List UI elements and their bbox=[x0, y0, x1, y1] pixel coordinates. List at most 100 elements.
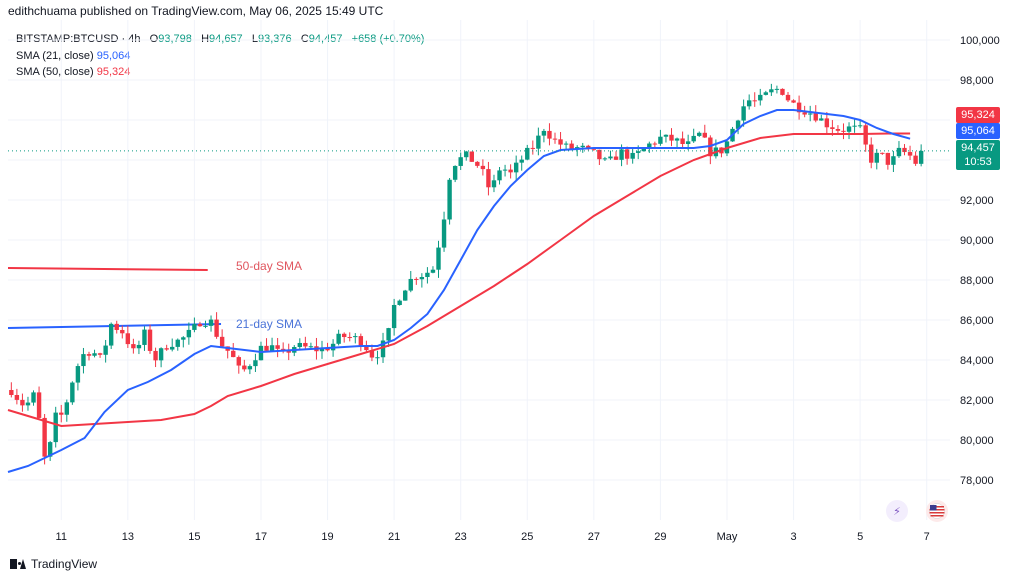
candle-body bbox=[508, 169, 513, 173]
candle-body bbox=[863, 125, 868, 145]
time-tick-label: 21 bbox=[388, 531, 400, 543]
candle-body bbox=[852, 125, 857, 127]
candle-body bbox=[380, 340, 386, 358]
candles bbox=[9, 83, 924, 465]
candle-body bbox=[697, 132, 702, 136]
price-axis: 78,000 80,000 82,000 84,000 86,000 88,000 90,0… bbox=[960, 35, 1000, 487]
legacy-sma-line bbox=[7, 267, 208, 271]
candle-body bbox=[53, 412, 58, 443]
candle-body bbox=[164, 348, 169, 350]
candle-body bbox=[153, 350, 158, 361]
us-flag-icon[interactable] bbox=[926, 500, 948, 522]
candle-body bbox=[264, 345, 269, 351]
time-tick-label: 17 bbox=[255, 531, 267, 543]
candle-body bbox=[824, 118, 830, 128]
candle-body bbox=[658, 136, 663, 144]
candle-body bbox=[918, 150, 924, 164]
candle-body bbox=[796, 102, 802, 113]
candle-body bbox=[874, 152, 879, 163]
candle-body bbox=[319, 348, 325, 352]
candle-body bbox=[586, 145, 591, 148]
close-value: 94,457 bbox=[308, 33, 343, 45]
candle-body bbox=[242, 365, 247, 370]
candle-body bbox=[208, 319, 214, 326]
last-price-value: 94,457 bbox=[961, 142, 995, 154]
candle-body bbox=[647, 143, 652, 149]
candle-body bbox=[336, 333, 341, 344]
candle-body bbox=[702, 132, 707, 138]
candle-body bbox=[125, 333, 131, 345]
candle-body bbox=[231, 350, 236, 358]
candle-body bbox=[741, 106, 746, 121]
sma21-legend-row[interactable]: SMA (21, close) 95,064 bbox=[16, 48, 424, 65]
low-label: L bbox=[251, 33, 258, 45]
time-tick-label: 11 bbox=[56, 531, 67, 543]
candle-body bbox=[36, 392, 42, 418]
candle-body bbox=[502, 169, 508, 171]
candle-body bbox=[608, 156, 613, 159]
candle-body bbox=[597, 149, 602, 160]
candle-body bbox=[20, 399, 25, 406]
candle-body bbox=[441, 219, 447, 248]
candle-body bbox=[469, 151, 474, 162]
candle-body bbox=[624, 149, 630, 159]
price-tick-label: 100,000 bbox=[960, 35, 1000, 47]
price-tick-label: 90,000 bbox=[960, 235, 994, 247]
candle-body bbox=[136, 344, 142, 349]
candle-body bbox=[114, 323, 119, 330]
candle-body bbox=[763, 92, 769, 95]
candle-body bbox=[663, 134, 669, 137]
time-tick-label: 23 bbox=[455, 531, 467, 543]
change-value: +658 (+0.70%) bbox=[351, 33, 425, 45]
candle-body bbox=[81, 354, 86, 367]
candle-body bbox=[47, 442, 53, 457]
candle-body bbox=[619, 149, 624, 160]
candle-body bbox=[802, 112, 807, 115]
candle-body bbox=[375, 357, 380, 359]
candle-body bbox=[669, 134, 674, 141]
candle-body bbox=[158, 348, 164, 361]
candle-body bbox=[519, 159, 524, 163]
low-value: 93,376 bbox=[258, 33, 292, 45]
price-tick-label: 88,000 bbox=[960, 275, 994, 287]
replay-icon[interactable]: ⚡ bbox=[886, 500, 908, 522]
candle-body bbox=[97, 353, 103, 355]
candle-body bbox=[558, 139, 563, 145]
symbol-label[interactable]: BITSTAMP:BTCUSD · 4h bbox=[16, 33, 141, 45]
candle-body bbox=[92, 353, 97, 356]
open-label: O bbox=[149, 33, 159, 45]
candle-body bbox=[486, 169, 491, 188]
candle-body bbox=[830, 127, 835, 130]
price-tick-label: 98,000 bbox=[960, 75, 994, 87]
candle-body bbox=[880, 152, 885, 154]
tradingview-footer[interactable]: TradingView bbox=[10, 557, 97, 571]
candle-body bbox=[297, 342, 303, 348]
candle-body bbox=[70, 382, 75, 403]
candle-body bbox=[758, 94, 763, 101]
candle-body bbox=[131, 344, 136, 349]
sma21-legend-value: 95,064 bbox=[96, 49, 131, 62]
bar-countdown: 10:53 bbox=[964, 156, 992, 168]
time-tick-label: 19 bbox=[321, 531, 333, 543]
candle-body bbox=[203, 325, 208, 327]
candle-body bbox=[253, 360, 258, 367]
candle-body bbox=[430, 269, 436, 273]
candle-body bbox=[746, 100, 752, 107]
sma50-price-tag: 95,324 bbox=[956, 107, 1000, 123]
candle-body bbox=[652, 143, 658, 145]
price-tick-label: 82,000 bbox=[960, 395, 994, 407]
price-tick-label: 78,000 bbox=[960, 475, 994, 487]
candle-body bbox=[613, 156, 619, 160]
candle-body bbox=[275, 345, 280, 349]
candle-body bbox=[580, 145, 585, 148]
candle-body bbox=[807, 113, 813, 115]
candle-body bbox=[147, 329, 153, 351]
sma50-legend-row[interactable]: SMA (50, close) 95,324 bbox=[16, 64, 424, 81]
candle-body bbox=[347, 337, 352, 339]
legacy-sma-line bbox=[7, 323, 222, 329]
time-tick-label: 7 bbox=[924, 531, 930, 543]
high-label: H bbox=[201, 33, 210, 45]
candle-body bbox=[680, 138, 685, 144]
candle-body bbox=[120, 329, 125, 334]
